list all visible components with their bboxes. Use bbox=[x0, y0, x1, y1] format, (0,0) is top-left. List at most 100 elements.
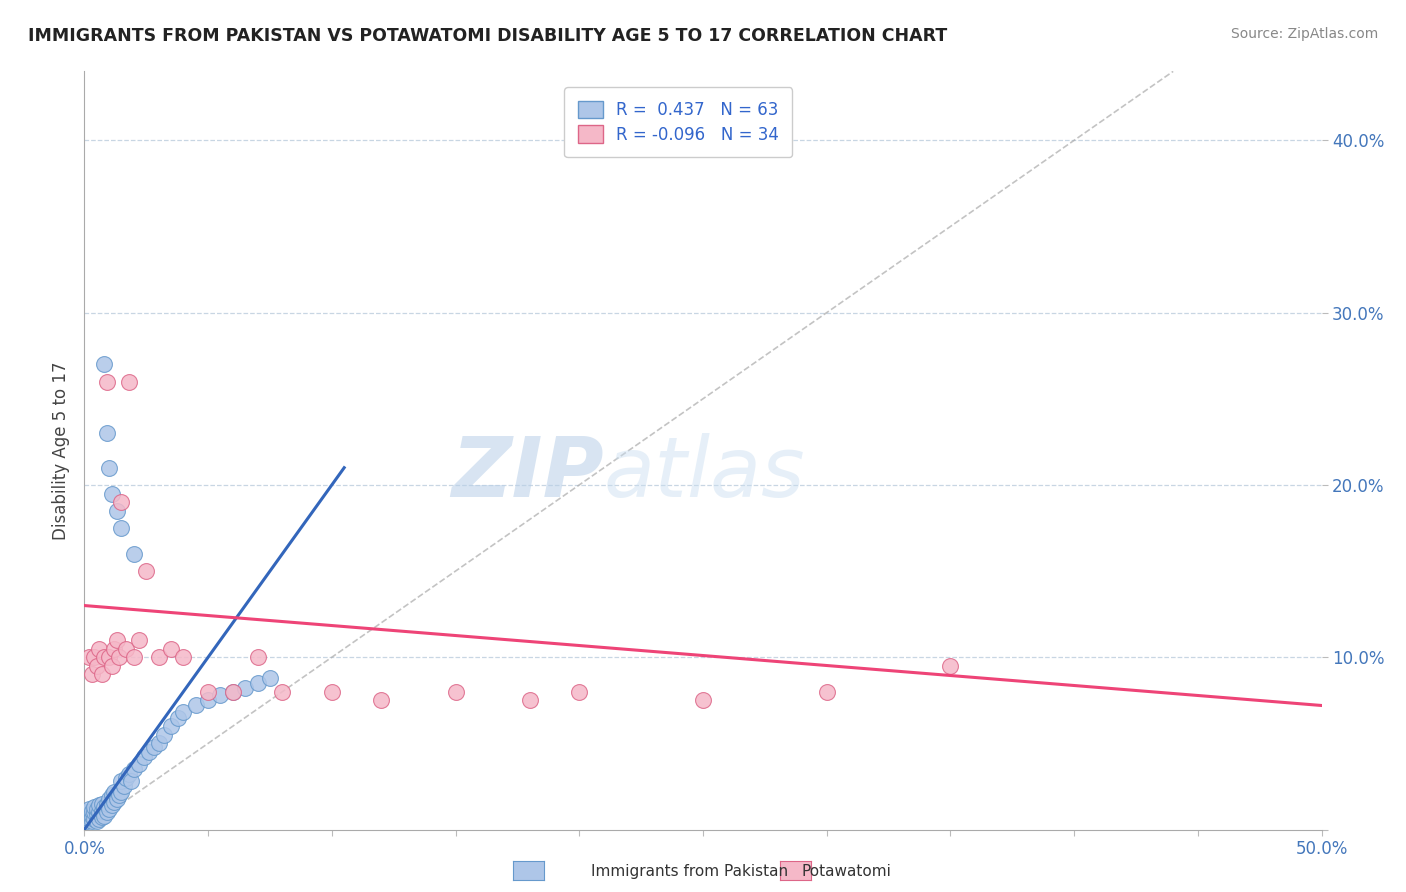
Point bbox=[93, 809, 115, 823]
Point bbox=[692, 693, 714, 707]
Legend: R =  0.437   N = 63, R = -0.096   N = 34: R = 0.437 N = 63, R = -0.096 N = 34 bbox=[564, 87, 792, 157]
Point bbox=[96, 797, 118, 811]
Point bbox=[89, 812, 111, 826]
Point bbox=[90, 797, 112, 811]
Point bbox=[93, 650, 115, 665]
Point bbox=[259, 671, 281, 685]
Text: Potawatomi: Potawatomi bbox=[801, 863, 891, 879]
Point bbox=[118, 767, 141, 781]
Point bbox=[321, 684, 343, 698]
Point bbox=[76, 814, 98, 828]
Point bbox=[98, 460, 121, 475]
Point bbox=[519, 693, 541, 707]
Point bbox=[79, 807, 101, 822]
Point bbox=[103, 795, 125, 809]
Point bbox=[79, 812, 101, 826]
Point bbox=[110, 521, 132, 535]
Point bbox=[89, 805, 111, 820]
Point bbox=[100, 486, 122, 500]
Point bbox=[222, 684, 245, 698]
Point bbox=[233, 681, 256, 696]
Point bbox=[152, 728, 174, 742]
Point bbox=[132, 750, 155, 764]
Point bbox=[197, 693, 219, 707]
Point bbox=[98, 650, 121, 665]
Point bbox=[96, 426, 118, 441]
Point bbox=[110, 495, 132, 509]
Point bbox=[105, 791, 128, 805]
Point bbox=[939, 658, 962, 673]
Point bbox=[222, 684, 245, 698]
Point bbox=[98, 791, 121, 805]
Point bbox=[79, 650, 101, 665]
Point bbox=[120, 774, 142, 789]
Point bbox=[76, 809, 98, 823]
Point bbox=[271, 684, 294, 698]
Point bbox=[568, 684, 591, 698]
Point bbox=[83, 805, 105, 820]
Point bbox=[246, 676, 269, 690]
Point bbox=[209, 688, 232, 702]
Point bbox=[90, 667, 112, 681]
Text: atlas: atlas bbox=[605, 433, 806, 514]
Point bbox=[197, 684, 219, 698]
Point bbox=[148, 650, 170, 665]
Point bbox=[86, 807, 108, 822]
Point bbox=[138, 745, 160, 759]
Point bbox=[100, 798, 122, 813]
Point bbox=[93, 357, 115, 371]
Point bbox=[110, 774, 132, 789]
Point bbox=[103, 785, 125, 799]
Point bbox=[98, 802, 121, 816]
Point bbox=[184, 698, 207, 713]
Point bbox=[86, 814, 108, 828]
Point bbox=[90, 804, 112, 818]
Point bbox=[160, 641, 183, 656]
Point bbox=[167, 710, 190, 724]
Point bbox=[89, 798, 111, 813]
Point bbox=[108, 788, 131, 802]
Y-axis label: Disability Age 5 to 17: Disability Age 5 to 17 bbox=[52, 361, 70, 540]
Point bbox=[80, 814, 103, 828]
Point bbox=[108, 650, 131, 665]
Point bbox=[80, 804, 103, 818]
Point bbox=[115, 771, 138, 785]
Point bbox=[83, 800, 105, 814]
Point bbox=[122, 650, 145, 665]
Point bbox=[80, 667, 103, 681]
Point bbox=[142, 739, 165, 754]
Point bbox=[128, 633, 150, 648]
Point bbox=[93, 800, 115, 814]
Point bbox=[83, 812, 105, 826]
Point bbox=[105, 633, 128, 648]
Point bbox=[76, 805, 98, 820]
Point bbox=[80, 809, 103, 823]
Point bbox=[115, 641, 138, 656]
Text: Immigrants from Pakistan: Immigrants from Pakistan bbox=[591, 863, 787, 879]
Point bbox=[815, 684, 838, 698]
Point bbox=[90, 810, 112, 824]
Point bbox=[160, 719, 183, 733]
Point bbox=[110, 785, 132, 799]
Point bbox=[172, 650, 194, 665]
Point bbox=[118, 375, 141, 389]
Point bbox=[100, 658, 122, 673]
Point bbox=[148, 736, 170, 750]
Point bbox=[89, 641, 111, 656]
Point bbox=[79, 802, 101, 816]
Point bbox=[128, 757, 150, 772]
Point bbox=[112, 780, 135, 794]
Text: ZIP: ZIP bbox=[451, 433, 605, 514]
Point bbox=[105, 504, 128, 518]
Point bbox=[444, 684, 467, 698]
Point bbox=[172, 706, 194, 720]
Point bbox=[103, 641, 125, 656]
Point bbox=[96, 805, 118, 820]
Point bbox=[135, 564, 157, 578]
Point bbox=[370, 693, 392, 707]
Point bbox=[246, 650, 269, 665]
Point bbox=[122, 547, 145, 561]
Point bbox=[96, 375, 118, 389]
Point bbox=[86, 802, 108, 816]
Point bbox=[122, 762, 145, 776]
